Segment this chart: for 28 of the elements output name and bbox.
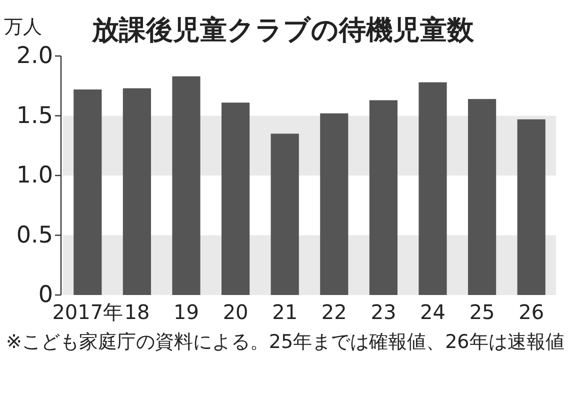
y-axis-title: 万人 xyxy=(4,15,42,40)
x-tick-label: 23 xyxy=(370,300,396,324)
chart-title: 放課後児童クラブの待機児童数 xyxy=(92,14,474,48)
x-tick-label: 25 xyxy=(469,300,495,324)
bar xyxy=(468,99,496,295)
x-tick-label: 24 xyxy=(420,300,446,324)
x-tick-label: 26 xyxy=(518,300,544,324)
x-tick-label: 18 xyxy=(124,300,150,324)
text: ※こども家庭庁の資料による。25年までは確報値、26年は速報値 xyxy=(6,330,566,354)
bar xyxy=(320,113,348,295)
y-tick-label: 0 xyxy=(38,282,53,308)
x-tick-label: 20 xyxy=(222,300,248,324)
y-tick-label: 1.0 xyxy=(16,162,53,188)
y-tick-label: 0.5 xyxy=(16,222,53,248)
x-tick-label: 22 xyxy=(321,300,347,324)
x-tick-label: 19 xyxy=(174,300,199,324)
x-tick-label: 2017年 xyxy=(52,300,124,324)
bar xyxy=(270,134,299,295)
bar xyxy=(172,76,200,295)
bar xyxy=(369,100,398,295)
bar xyxy=(74,89,102,295)
y-tick-label: 1.5 xyxy=(16,102,53,129)
y-tick-label: 2.0 xyxy=(16,43,53,69)
bar xyxy=(517,119,546,295)
bar xyxy=(122,88,151,295)
x-tick-label: 21 xyxy=(272,300,298,324)
bar xyxy=(418,82,447,295)
bar xyxy=(222,102,250,295)
